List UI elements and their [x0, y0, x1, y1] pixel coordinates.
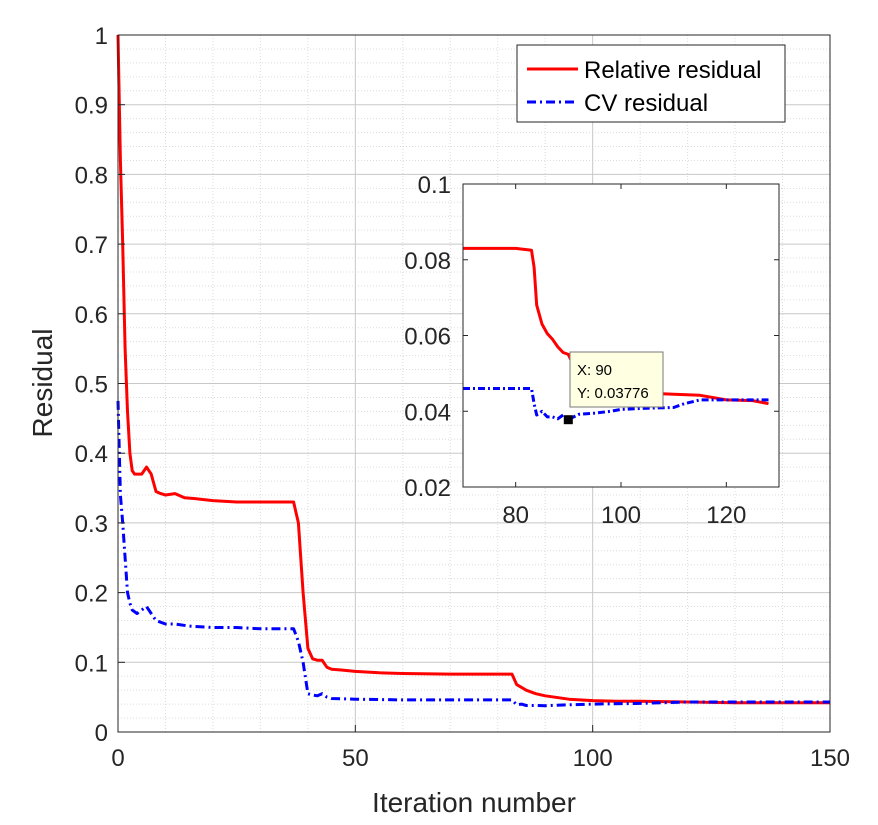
x-tick-label: 50 — [342, 745, 369, 772]
series-line-cv-residual — [116, 400, 830, 708]
inset-y-tick-label: 0.1 — [418, 172, 451, 199]
legend[interactable]: Relative residual CV residual — [516, 44, 786, 123]
y-tick-label: 0.7 — [75, 232, 108, 259]
y-tick-label: 1 — [95, 23, 108, 50]
datatip-marker[interactable] — [563, 415, 573, 425]
series-line-relative-residual — [116, 34, 830, 705]
legend-label-relative-residual: Relative residual — [584, 57, 761, 84]
y-tick-label: 0.5 — [75, 372, 108, 399]
y-axis-label: Residual — [27, 329, 58, 438]
inset-axes: 80 100 120 0.02 0.04 0.06 0.08 0.1 X: 90 Y: 0.… — [404, 172, 780, 529]
inset-y-tick-label: 0.02 — [404, 475, 451, 502]
y-tick-label: 0.3 — [75, 511, 108, 538]
main-x-tick-labels: 0 50 100 150 — [111, 745, 850, 772]
inset-x-tick-labels: 80 100 120 — [502, 502, 746, 529]
datatip-x-text: X: 90 — [577, 362, 612, 379]
inset-y-tick-labels: 0.02 0.04 0.06 0.08 0.1 — [404, 172, 451, 502]
y-tick-label: 0.9 — [75, 93, 108, 120]
inset-plot-area — [463, 184, 779, 487]
datatip[interactable]: X: 90 Y: 0.03776 — [569, 351, 664, 408]
main-tick-marks — [117, 34, 831, 733]
inset-x-tick-label: 100 — [601, 502, 641, 529]
inset-y-tick-label: 0.04 — [404, 399, 451, 426]
inset-y-tick-label: 0.06 — [404, 324, 451, 351]
x-tick-label: 0 — [111, 745, 124, 772]
y-tick-label: 0.4 — [75, 441, 108, 468]
datatip-box — [569, 351, 664, 408]
datatip-y-text: Y: 0.03776 — [577, 385, 649, 402]
inset-x-tick-label: 120 — [706, 502, 746, 529]
inset-series-line-cv-residual — [463, 387, 769, 422]
inset-tick-marks — [463, 183, 779, 488]
legend-box — [516, 44, 786, 123]
x-tick-label: 150 — [810, 745, 850, 772]
y-tick-label: 0 — [95, 720, 108, 747]
y-tick-label: 0.1 — [75, 650, 108, 677]
x-axis-label: Iteration number — [372, 787, 576, 818]
inset-y-tick-label: 0.08 — [404, 248, 451, 275]
main-y-tick-labels: 0 0.1 0.2 0.3 0.4 0.5 0.6 0.7 0.8 0.9 1 — [75, 23, 108, 747]
main-series-group — [116, 34, 830, 708]
y-tick-label: 0.6 — [75, 302, 108, 329]
y-tick-label: 0.2 — [75, 581, 108, 608]
inset-x-tick-label: 80 — [502, 502, 529, 529]
legend-label-cv-residual: CV residual — [584, 90, 708, 117]
y-tick-label: 0.8 — [75, 162, 108, 189]
x-tick-label: 100 — [573, 745, 613, 772]
